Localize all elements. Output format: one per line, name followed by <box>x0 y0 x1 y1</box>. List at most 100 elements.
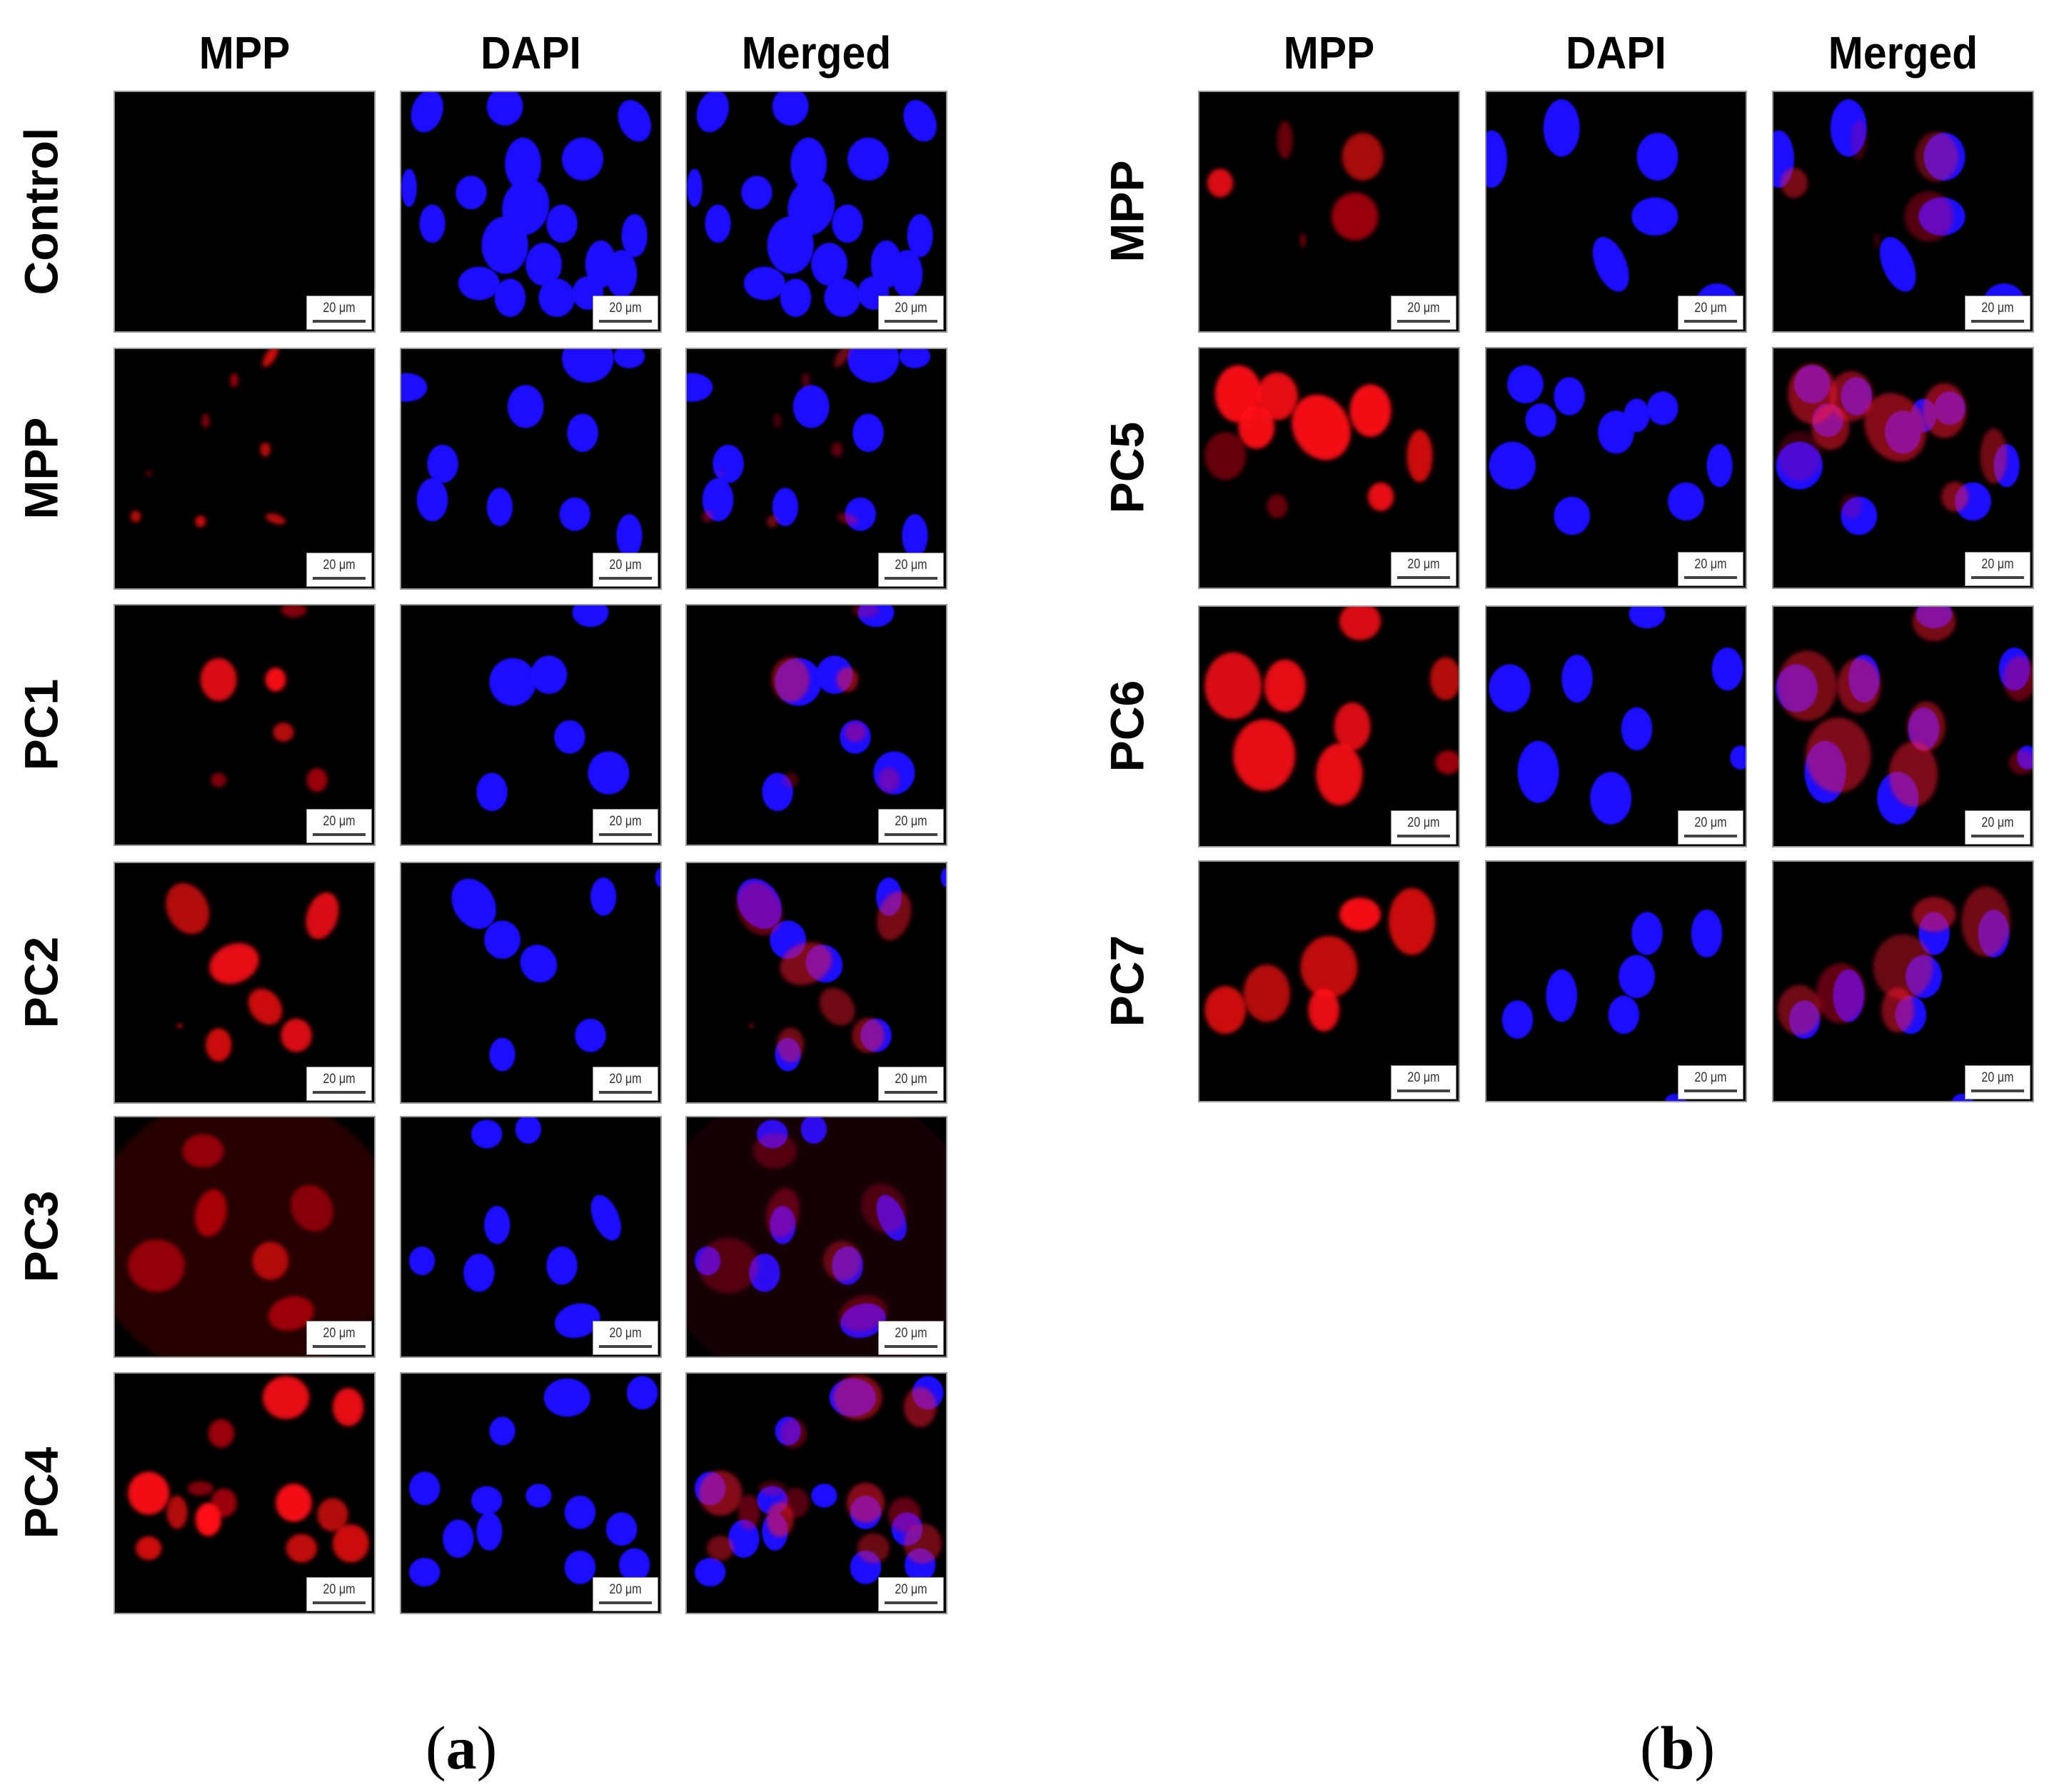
row-label-a-pc4: PC4 <box>14 1446 68 1539</box>
cells-mpp-icon <box>1204 887 1436 1035</box>
scale-bar-line <box>1971 835 2024 837</box>
scale-bar-label: 20 μm <box>1694 301 1727 316</box>
scale-bar: 20 μm <box>1391 810 1456 845</box>
cells-dapi-icon <box>1489 365 1733 535</box>
scale-bar-line <box>1684 320 1737 323</box>
scale-bar-line <box>1397 1089 1450 1092</box>
cells-mpp-icon <box>1204 365 1433 518</box>
subfigure-label-a: (a) <box>426 1713 498 1782</box>
cells-mpp-icon <box>130 349 286 528</box>
micrograph-b-pc7-dapi: 20 μm <box>1486 862 1746 1101</box>
micrograph-b-pc5-dapi: 20 μm <box>1486 348 1746 588</box>
scale-bar-label: 20 μm <box>1981 1070 2014 1085</box>
scale-bar-label: 20 μm <box>323 301 356 316</box>
cells-dapi-icon <box>408 1117 621 1339</box>
row-label-a-pc3: PC3 <box>14 1190 68 1283</box>
row-label-b-mpp: MPP <box>1100 160 1154 263</box>
cells-dapi-icon <box>451 867 660 1072</box>
scale-bar-line <box>313 833 366 836</box>
scale-bar-label: 20 μm <box>1407 815 1440 830</box>
cells-dapi-icon <box>408 1376 658 1587</box>
cells-merged-icon <box>687 92 937 317</box>
micrograph-b-mpp-merged: 20 μm <box>1773 92 2033 331</box>
scale-bar-line <box>1397 835 1450 837</box>
cells-mpp-icon <box>128 1376 369 1563</box>
micrograph-b-pc6-dapi: 20 μm <box>1486 607 1746 846</box>
scale-bar-label: 20 μm <box>1407 1070 1440 1085</box>
cells-merged-icon <box>736 867 946 1072</box>
row-label-a-control: Control <box>14 127 68 296</box>
scale-bar-line <box>599 1345 652 1348</box>
scale-bar: 20 μm <box>1391 552 1456 586</box>
scale-bar: 20 μm <box>1965 296 2030 330</box>
micrograph-a-pc3-merged: 20 μm <box>687 1117 946 1356</box>
panel-b-header-merged: Merged <box>1828 27 1978 79</box>
scale-bar: 20 μm <box>593 809 658 843</box>
scale-bar: 20 μm <box>306 1067 372 1101</box>
subfigure-label-b: (b) <box>1640 1713 1716 1782</box>
scale-bar: 20 μm <box>1391 296 1456 330</box>
micrograph-a-pc1-merged: 20 μm <box>687 605 946 845</box>
scale-bar-line <box>599 833 652 836</box>
scale-bar: 20 μm <box>1678 296 1743 330</box>
scale-bar-line <box>1971 1089 2024 1092</box>
scale-bar-label: 20 μm <box>1694 557 1727 572</box>
scale-bar-line <box>885 1601 937 1604</box>
scale-bar: 20 μm <box>878 1577 944 1611</box>
scale-bar-line <box>313 577 366 580</box>
cells-dapi-icon <box>1501 910 1723 1101</box>
scale-bar-label: 20 μm <box>895 1326 927 1341</box>
scale-bar-label: 20 μm <box>895 814 927 829</box>
micrograph-b-pc6-merged: 20 μm <box>1773 607 2033 846</box>
scale-bar-line <box>599 577 652 580</box>
micrograph-a-pc4-dapi: 20 μm <box>401 1374 660 1613</box>
cells-merged-icon <box>687 1117 946 1356</box>
cells-mpp-icon <box>1204 607 1459 806</box>
scale-bar-line <box>1971 576 2024 579</box>
scale-bar: 20 μm <box>306 296 372 330</box>
row-label-a-pc1: PC1 <box>14 678 68 771</box>
micrograph-a-pc4-mpp: 20 μm <box>115 1374 374 1613</box>
cells-merged-icon <box>762 605 915 812</box>
micrograph-a-pc3-dapi: 20 μm <box>401 1117 660 1356</box>
scale-bar: 20 μm <box>593 1577 658 1611</box>
scale-bar-line <box>599 320 652 323</box>
scale-bar-line <box>1684 1089 1737 1092</box>
scale-bar-line <box>885 833 937 836</box>
scale-bar: 20 μm <box>1391 1065 1456 1099</box>
cells-mpp-icon <box>115 1117 374 1356</box>
micrograph-b-pc5-mpp: 20 μm <box>1199 348 1459 588</box>
scale-bar: 20 μm <box>1965 1065 2030 1099</box>
cells-merged-icon <box>1777 886 2010 1101</box>
scale-bar: 20 μm <box>878 553 944 587</box>
scale-bar-label: 20 μm <box>895 1072 927 1087</box>
scale-bar: 20 μm <box>1678 552 1743 586</box>
cells-merged-icon <box>687 349 931 558</box>
cells-mpp-icon <box>200 605 328 792</box>
scale-bar-line <box>885 1345 937 1348</box>
micrograph-a-mpp-dapi: 20 μm <box>401 349 660 588</box>
scale-bar-label: 20 μm <box>1981 815 2014 830</box>
micrograph-a-pc2-dapi: 20 μm <box>401 863 660 1102</box>
scale-bar-line <box>313 320 366 323</box>
row-label-a-pc2: PC2 <box>14 936 68 1029</box>
micrograph-b-pc6-mpp: 20 μm <box>1199 607 1459 846</box>
scale-bar-line <box>313 1345 366 1348</box>
scale-bar: 20 μm <box>878 809 944 843</box>
scale-bar: 20 μm <box>1678 810 1743 845</box>
scale-bar: 20 μm <box>878 1321 944 1355</box>
micrograph-a-control-dapi: 20 μm <box>401 92 660 331</box>
panel-a-header-dapi: DAPI <box>480 27 581 79</box>
micrograph-b-pc7-mpp: 20 μm <box>1199 862 1459 1101</box>
micrograph-a-pc2-mpp: 20 μm <box>115 863 374 1102</box>
scale-bar-line <box>599 1601 652 1604</box>
scale-bar-line <box>313 1601 366 1604</box>
micrograph-a-pc1-dapi: 20 μm <box>401 605 660 845</box>
panel-b-header-mpp: MPP <box>1283 27 1375 79</box>
scale-bar: 20 μm <box>593 1067 658 1101</box>
scale-bar-line <box>1397 576 1450 579</box>
scale-bar-label: 20 μm <box>323 558 356 573</box>
scale-bar: 20 μm <box>306 1321 372 1355</box>
scale-bar-line <box>1684 576 1737 579</box>
scale-bar-line <box>885 1091 937 1094</box>
